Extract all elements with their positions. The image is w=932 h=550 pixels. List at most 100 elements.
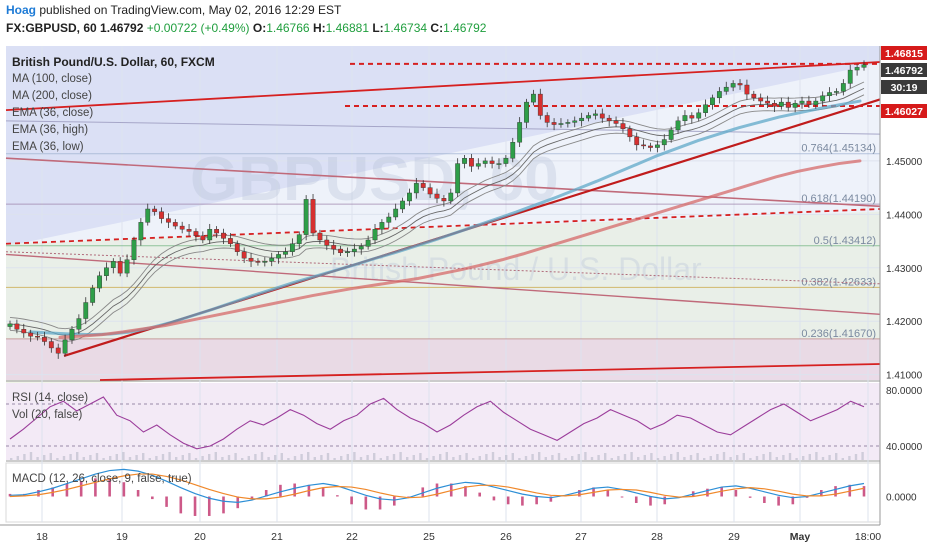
candle-up [820, 95, 826, 102]
legend-entry: EMA (36, low) [12, 141, 84, 153]
macd-histogram-bar [549, 496, 553, 502]
macd-histogram-bar [264, 490, 268, 497]
macd-histogram-bar [336, 495, 339, 497]
candle-up [462, 158, 467, 164]
rsi-pane-bg [6, 383, 880, 460]
x-tick-label: 25 [423, 531, 435, 543]
candle-down [641, 144, 647, 147]
candle-up [90, 287, 96, 303]
volume-bar [821, 457, 825, 460]
fib-level-label: 0.618(1.44190) [801, 193, 876, 205]
volume-bar [670, 454, 673, 460]
volume-bar [676, 452, 679, 460]
candle-up [448, 192, 454, 202]
volume-bar [689, 455, 693, 460]
volume-bar [848, 456, 851, 460]
author-link[interactable]: Hoag [6, 3, 36, 17]
candle-down [469, 158, 474, 167]
volume-bar [62, 456, 66, 460]
candle-up [69, 329, 75, 341]
candle-up [792, 102, 798, 108]
macd-histogram-bar [136, 490, 140, 497]
volume-bar [274, 455, 277, 460]
candle-up [207, 229, 213, 241]
volume-bar [115, 454, 118, 460]
x-tick-label: 18 [36, 531, 48, 543]
rsi-tick-label: 80.0000 [886, 386, 923, 397]
candle-up [482, 160, 488, 164]
high-value: 1.46881 [325, 21, 369, 35]
volume-bar [709, 456, 712, 460]
volume-bar [241, 458, 244, 460]
macd-histogram-bar [506, 496, 510, 505]
x-tick-label: 21 [271, 531, 283, 543]
candle-down [28, 332, 34, 337]
volume-bar [432, 456, 435, 460]
chart-title: British Pound/U.S. Dollar, 60, FXCM [12, 55, 215, 69]
volume-bar [128, 457, 132, 460]
candle-down [227, 238, 233, 244]
vol-legend: Vol (20, false) [12, 409, 82, 421]
candle-up [455, 163, 461, 194]
candle-down [434, 193, 440, 199]
candle-down [55, 347, 61, 354]
candle-down [620, 123, 626, 130]
volume-bar [43, 455, 46, 460]
x-tick-label: 27 [575, 531, 587, 543]
candle-down [758, 97, 764, 102]
candle-up [345, 251, 350, 254]
candle-up [400, 200, 405, 210]
publish-info: Hoag published on TradingView.com, May 0… [6, 3, 341, 17]
candle-up [283, 251, 288, 255]
volume-bar [617, 456, 620, 460]
macd-histogram-bar [321, 487, 325, 497]
volume-bar [247, 456, 250, 460]
low-label: L: [372, 21, 384, 35]
candle-up [847, 69, 853, 84]
volume-bar [425, 458, 429, 460]
volume-bar [861, 452, 864, 460]
candle-up [524, 101, 529, 123]
volume-bar [221, 457, 224, 460]
volume-bar [346, 454, 349, 460]
volume-bar [769, 452, 772, 460]
candle-up [97, 275, 102, 289]
candle-up [124, 259, 130, 274]
channel-line-upper [5, 157, 881, 208]
volume-bar [518, 458, 521, 460]
channel-line-faint [5, 120, 881, 135]
ma100-line [28, 99, 862, 337]
candle-up [145, 208, 151, 223]
volume-bar [135, 455, 138, 460]
last-price: 1.46792 [100, 21, 144, 35]
candle-down [159, 211, 164, 219]
volume-bar [201, 456, 204, 460]
candle-down [613, 120, 619, 124]
candle-up [269, 257, 275, 262]
candle-up [365, 239, 371, 247]
candle-up [138, 222, 144, 241]
volume-bar [841, 458, 844, 460]
x-tick-label: 28 [651, 531, 663, 543]
candle-down [14, 323, 20, 330]
volume-bar [194, 458, 198, 460]
candle-down [324, 239, 330, 246]
volume-bar [359, 457, 363, 460]
volume-bar [472, 458, 475, 460]
volume-bar [716, 454, 719, 460]
macd-histogram-bar [222, 496, 225, 514]
volume-bar [109, 456, 112, 460]
macd-histogram-bar [734, 490, 738, 497]
close-label: C: [430, 21, 444, 35]
candle-up [586, 115, 591, 119]
candle-up [531, 93, 536, 103]
candle-down [744, 84, 750, 95]
candle-down [234, 243, 240, 252]
volume-bar [10, 458, 13, 460]
volume-bar [412, 455, 415, 460]
rsi-tick-label: 40.0000 [886, 442, 923, 453]
volume-bar [287, 458, 290, 460]
fib-level-label: 0.5(1.43412) [814, 235, 876, 247]
candle-up [276, 254, 281, 259]
